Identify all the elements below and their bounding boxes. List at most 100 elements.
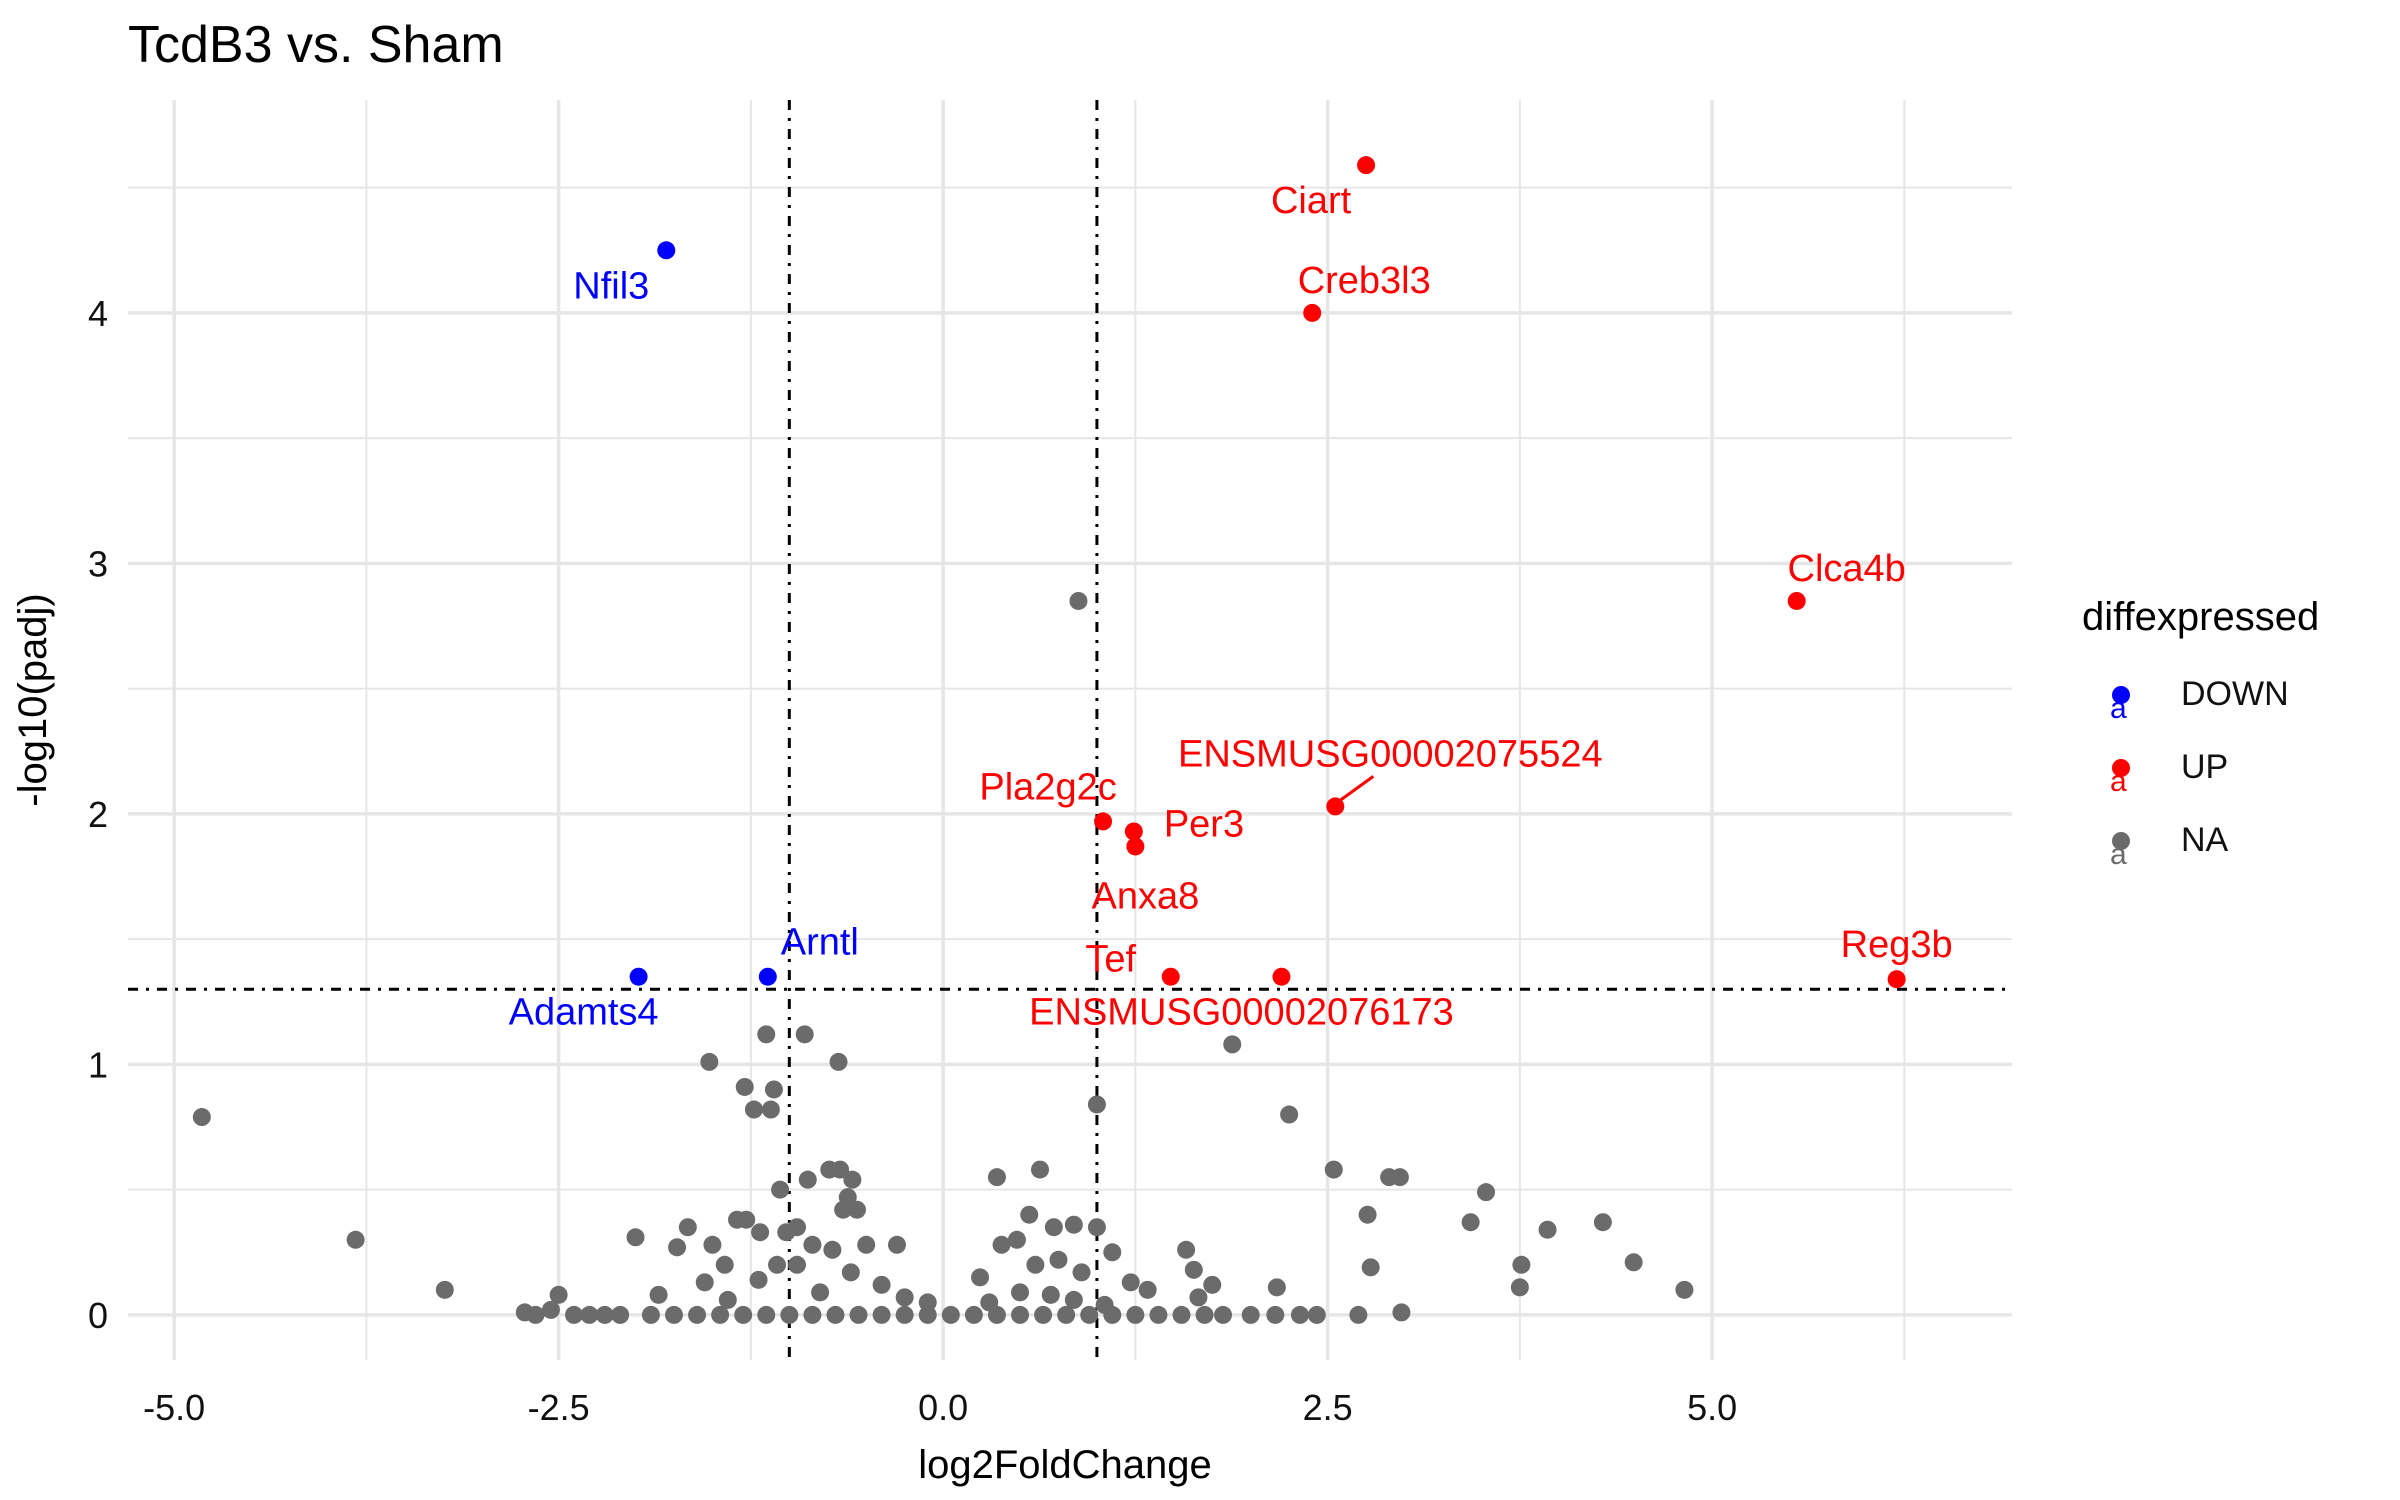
point-na (1026, 1255, 1045, 1274)
point-na (1189, 1288, 1208, 1307)
point-up (1126, 837, 1145, 856)
point-na (1121, 1273, 1140, 1292)
legend-title: diffexpressed (2082, 595, 2319, 639)
point-na (1349, 1305, 1368, 1324)
point-na (918, 1305, 937, 1324)
point-na (1593, 1213, 1612, 1232)
x-tick-label: -2.5 (528, 1387, 590, 1428)
point-na (941, 1305, 960, 1324)
point-na (703, 1235, 722, 1254)
point-na (715, 1255, 734, 1274)
point-na (580, 1305, 599, 1324)
point-na (849, 1305, 868, 1324)
gene-label-arntl: Arntl (781, 922, 859, 964)
point-na (1675, 1280, 1694, 1299)
point-na (1392, 1303, 1411, 1322)
gene-label-per3: Per3 (1164, 803, 1244, 845)
point-na (1087, 1218, 1106, 1237)
gene-label-clca4b: Clca4b (1788, 548, 1906, 590)
point-na (761, 1100, 780, 1119)
y-tick-label: 4 (88, 293, 108, 334)
legend-key-up (2112, 759, 2130, 777)
point-na (811, 1283, 830, 1302)
point-na (757, 1025, 776, 1044)
point-na (565, 1305, 584, 1324)
point-na (541, 1300, 560, 1319)
gene-label-ciart: Ciart (1271, 180, 1352, 222)
point-na (1103, 1243, 1122, 1262)
point-na (803, 1305, 822, 1324)
point-na (711, 1305, 730, 1324)
point-na (857, 1235, 876, 1254)
point-na (744, 1100, 763, 1119)
point-na (872, 1275, 891, 1294)
point-na (895, 1305, 914, 1324)
point-up (1272, 967, 1291, 986)
point-na (1057, 1305, 1076, 1324)
point-na (1195, 1305, 1214, 1324)
point-na (1126, 1305, 1145, 1324)
point-na (549, 1285, 568, 1304)
point-na (795, 1025, 814, 1044)
y-tick-label: 3 (88, 543, 108, 584)
label-connector (1336, 775, 1375, 804)
point-na (1477, 1183, 1496, 1202)
point-na (1044, 1218, 1063, 1237)
point-na (829, 1052, 848, 1071)
point-up (1094, 812, 1113, 831)
point-na (1184, 1260, 1203, 1279)
point-na (918, 1293, 937, 1312)
grid-lines (128, 100, 2012, 1360)
point-na (1290, 1305, 1309, 1324)
point-na (700, 1052, 719, 1071)
point-na (834, 1200, 853, 1219)
gene-label-reg3b: Reg3b (1841, 924, 1953, 966)
point-na (728, 1210, 747, 1229)
point-na (971, 1268, 990, 1287)
point-na (641, 1305, 660, 1324)
point-na (803, 1235, 822, 1254)
y-axis-ticks: 0 1 2 3 4 (88, 293, 108, 1336)
point-na (595, 1305, 614, 1324)
y-axis-title: -log10(padj) (11, 593, 55, 806)
point-na (768, 1255, 787, 1274)
point-na (1064, 1290, 1083, 1309)
point-na (678, 1218, 697, 1237)
point-na (649, 1285, 668, 1304)
point-down (629, 967, 648, 986)
point-na (771, 1180, 790, 1199)
point-na (1072, 1263, 1091, 1282)
point-na (626, 1228, 645, 1247)
point-na (1149, 1305, 1168, 1324)
point-up (1124, 822, 1143, 841)
legend-label-up: UP (2181, 748, 2228, 786)
point-na (751, 1223, 770, 1242)
point-na (695, 1273, 714, 1292)
point-na (1223, 1035, 1242, 1054)
point-na (843, 1170, 862, 1189)
point-up (1161, 967, 1180, 986)
point-na (1358, 1205, 1377, 1224)
point-na (788, 1255, 807, 1274)
point-na (757, 1305, 776, 1324)
point-na (764, 1080, 783, 1099)
point-na (826, 1305, 845, 1324)
point-na (1461, 1213, 1480, 1232)
point-na (718, 1290, 737, 1309)
point-na (823, 1240, 842, 1259)
point-up (1303, 303, 1322, 322)
x-tick-label: 2.5 (1303, 1387, 1353, 1428)
point-na (987, 1168, 1006, 1187)
point-na (1177, 1240, 1196, 1259)
point-na (668, 1238, 687, 1257)
legend: diffexpressed a DOWN a UP a NA (2082, 595, 2319, 871)
point-na (887, 1235, 906, 1254)
point-na (1241, 1305, 1260, 1324)
x-tick-label: -5.0 (143, 1387, 205, 1428)
chart-title: TcdB3 vs. Sham (128, 16, 504, 74)
x-axis-title: log2FoldChange (918, 1443, 1212, 1487)
point-na (1266, 1305, 1285, 1324)
point-down (758, 967, 777, 986)
point-na (1011, 1305, 1030, 1324)
